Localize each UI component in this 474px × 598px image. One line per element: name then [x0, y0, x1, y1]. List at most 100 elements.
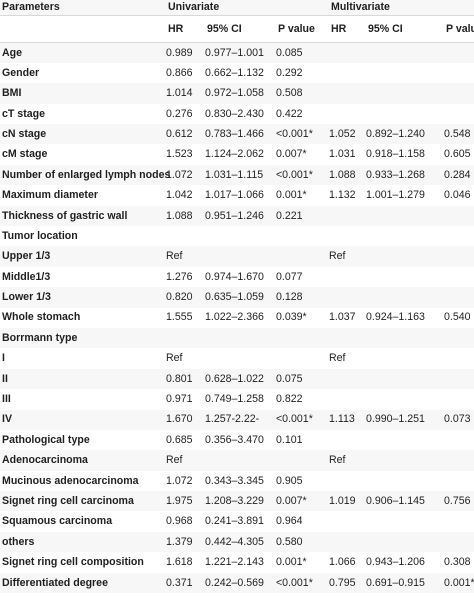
table-row: I Ref Ref [0, 348, 474, 369]
parameter-cell: Borrmann type [0, 327, 162, 349]
univariate-pvalue-cell: 0.101 [272, 429, 325, 451]
multivariate-hr-cell: 1.019 [325, 491, 362, 512]
table-row: Mucinous adenocarcinoma 1.072 0.343–3.345 0… [0, 470, 474, 492]
parameter-cell: Pathological type [0, 429, 162, 451]
univariate-ci-cell: 0.242–0.569 [201, 572, 272, 594]
table-row: Borrmann type [0, 327, 474, 349]
multivariate-hr-cell [325, 470, 362, 492]
univariate-hr-cell: 0.685 [162, 429, 201, 451]
multivariate-pvalue-cell: 0.001* [440, 572, 474, 594]
table-row: Adenocarcinoma Ref Ref [0, 450, 474, 471]
multivariate-hr-cell: 1.113 [325, 409, 362, 430]
univariate-pvalue-cell: 0.001* [272, 552, 325, 573]
univariate-pvalue-cell [272, 327, 325, 349]
parameter-cell: Signet ring cell composition [0, 552, 162, 573]
univariate-ci-cell: 1.221–2.143 [201, 552, 272, 573]
table-row: Whole stomach 1.555 1.022–2.366 0.039* 1.037… [0, 307, 474, 328]
multivariate-ci-cell [362, 429, 440, 451]
univariate-hr-cell: Ref [162, 450, 201, 471]
multivariate-pvalue-cell [440, 42, 474, 63]
univariate-hr-cell [162, 327, 201, 349]
univariate-ci-cell: 0.783–1.466 [201, 124, 272, 145]
univariate-pvalue-cell: 0.007* [272, 491, 325, 512]
parameter-cell: Gender [0, 62, 162, 84]
table-row: BMI 1.014 0.972–1.058 0.508 [0, 83, 474, 104]
multivariate-hr-cell [325, 42, 362, 63]
univariate-hr-cell: 1.276 [162, 266, 201, 288]
univariate-ci-cell: 0.977–1.001 [201, 42, 272, 63]
multivariate-ci-cell [362, 389, 440, 410]
univariate-pvalue-cell: 0.822 [272, 389, 325, 410]
multivariate-ci-cell [362, 83, 440, 104]
univariate-ci-cell: 0.974–1.670 [201, 266, 272, 288]
univariate-hr-cell: 1.014 [162, 83, 201, 104]
univariate-pvalue-cell: 0.075 [272, 368, 325, 390]
table-row: cN stage 0.612 0.783–1.466 <0.001* 1.052 0.89… [0, 124, 474, 145]
multivariate-ci-cell: 0.924–1.163 [362, 307, 440, 328]
parameter-cell: cM stage [0, 144, 162, 165]
header-multivariate-pvalue: P value [440, 15, 474, 43]
table-row: cT stage 0.276 0.830–2.430 0.422 [0, 103, 474, 125]
multivariate-pvalue-cell [440, 103, 474, 125]
multivariate-pvalue-cell [440, 226, 474, 247]
multivariate-ci-cell [362, 103, 440, 125]
univariate-hr-cell: Ref [162, 348, 201, 369]
univariate-pvalue-cell: 0.422 [272, 103, 325, 125]
univariate-hr-cell: 1.072 [162, 164, 201, 186]
univariate-ci-cell [201, 450, 272, 471]
univariate-pvalue-cell [272, 348, 325, 369]
table-row: Thickness of gastric wall 1.088 0.951–1.24… [0, 205, 474, 227]
univariate-pvalue-cell [272, 450, 325, 471]
parameter-cell: Maximum diameter [0, 185, 162, 206]
parameter-cell: Age [0, 42, 162, 63]
parameter-cell: BMI [0, 83, 162, 104]
univariate-pvalue-cell: 0.077 [272, 266, 325, 288]
univariate-ci-cell: 0.343–3.345 [201, 470, 272, 492]
univariate-ci-cell: 0.662–1.132 [201, 62, 272, 84]
multivariate-ci-cell: 1.001–1.279 [362, 185, 440, 206]
parameter-cell: Signet ring cell carcinoma [0, 491, 162, 512]
univariate-ci-cell: 0.356–3.470 [201, 429, 272, 451]
parameter-cell: Tumor location [0, 226, 162, 247]
multivariate-hr-cell: 0.795 [325, 572, 362, 594]
multivariate-ci-cell: 0.943–1.206 [362, 552, 440, 573]
univariate-pvalue-cell: 0.964 [272, 511, 325, 532]
parameter-cell: Whole stomach [0, 307, 162, 328]
parameter-cell: Squamous carcinoma [0, 511, 162, 532]
univariate-ci-cell [201, 327, 272, 349]
table-row: Gender 0.866 0.662–1.132 0.292 [0, 62, 474, 84]
header-row-groups: Parameters Univariate Multivariate [0, 0, 474, 16]
table-row: Differentiated degree 0.371 0.242–0.569 <0.… [0, 572, 474, 594]
multivariate-hr-cell [325, 226, 362, 247]
parameter-cell: IV [0, 409, 162, 430]
multivariate-pvalue-cell: 0.756 [440, 491, 474, 512]
parameter-cell: Lower 1/3 [0, 287, 162, 308]
multivariate-hr-cell [325, 287, 362, 308]
univariate-pvalue-cell: <0.001* [272, 164, 325, 186]
univariate-hr-cell: 0.371 [162, 572, 201, 594]
multivariate-hr-cell [325, 62, 362, 84]
header-univariate-pvalue: P value [272, 15, 325, 43]
multivariate-ci-cell [362, 287, 440, 308]
parameter-cell: cT stage [0, 103, 162, 125]
multivariate-ci-cell [362, 368, 440, 390]
univariate-pvalue-cell: 0.221 [272, 205, 325, 227]
univariate-ci-cell: 1.257-2.22- [201, 409, 272, 430]
multivariate-hr-cell [325, 327, 362, 349]
univariate-hr-cell: 0.866 [162, 62, 201, 84]
parameter-cell: Adenocarcinoma [0, 450, 162, 471]
table-row: III 0.971 0.749–1.258 0.822 [0, 389, 474, 410]
header-multivariate-ci: 95% CI [362, 15, 440, 43]
table-row: Number of enlarged lymph nodes 1.072 1.031… [0, 164, 474, 186]
parameter-cell: Middle1/3 [0, 266, 162, 288]
multivariate-hr-cell [325, 389, 362, 410]
univariate-hr-cell [162, 226, 201, 247]
parameter-cell: Mucinous adenocarcinoma [0, 470, 162, 492]
multivariate-ci-cell: 0.892–1.240 [362, 124, 440, 145]
table-body: Age 0.989 0.977–1.001 0.085 Gender 0.866 0.662… [0, 42, 474, 594]
table-row: Middle1/3 1.276 0.974–1.670 0.077 [0, 266, 474, 288]
multivariate-pvalue-cell: 0.046 [440, 185, 474, 206]
table-row: Maximum diameter 1.042 1.017–1.066 0.001* 1.… [0, 185, 474, 206]
univariate-pvalue-cell: 0.085 [272, 42, 325, 63]
